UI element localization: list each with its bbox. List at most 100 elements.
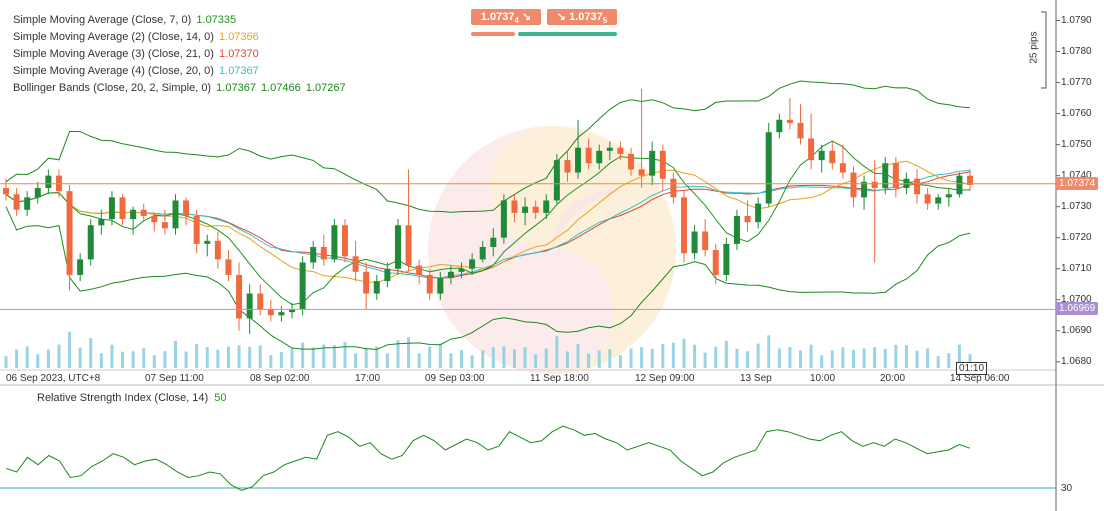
volume-bar [873,347,877,368]
legend-value: 1.07335 [196,14,237,26]
volume-bar [851,349,855,368]
candle-body [267,309,274,316]
volume-bar [587,353,591,368]
volume-bar [650,348,654,368]
candle-body [151,215,158,223]
candle-body [744,215,751,223]
volume-bar [375,346,379,368]
candle-body [606,147,613,151]
candle-body [77,259,84,275]
candle-body [818,150,825,161]
volume-bar [470,355,474,368]
price-tick-label: 1.0750 [1061,138,1092,150]
candle-body [892,163,899,189]
candle-body [34,188,41,198]
volume-bar [460,350,464,368]
volume-bar [343,342,347,368]
volume-bar [258,345,262,368]
volume-bar [184,351,188,368]
candle-body [24,197,31,210]
volume-bar [957,344,961,368]
sell-price-sup: 4 [514,16,519,26]
candle-body [161,222,168,229]
candle-body [214,240,221,260]
candle-body [87,225,94,260]
volume-bar [799,350,803,368]
pips-bracket [1041,11,1047,89]
candle-body [352,256,359,272]
candle-body [532,206,539,213]
volume-bar [57,344,61,368]
legend-bollinger[interactable]: Bollinger Bands (Close, 20, 2, Simple, 0… [13,80,346,97]
buy-button[interactable]: ↘ 1.07375 [547,9,617,25]
legend-sma7[interactable]: Simple Moving Average (Close, 7, 0) 1.07… [13,12,346,29]
candle-body [373,281,380,294]
volume-bar [385,353,389,368]
volume-bar [4,356,8,368]
volume-bar [491,347,495,368]
volume-bar [269,355,273,368]
volume-bar [597,350,601,368]
bollinger-bands [5,80,971,350]
volume-bar [661,343,665,368]
legend-sma21[interactable]: Simple Moving Average (3) (Close, 21, 0)… [13,46,346,63]
volume-bar [89,338,93,368]
volume-bar [237,345,241,368]
candle-body [479,247,486,260]
candle-body [522,206,529,213]
rsi-title: Relative Strength Index (Close, 14) [37,392,209,404]
candle-body [225,259,232,275]
candle-body [956,175,963,195]
candle-body [193,215,200,244]
candle-body [416,265,423,275]
sell-volume-bar [471,32,515,36]
candle-body [776,119,783,133]
volume-bar [25,346,29,368]
legend-value: 1.07366 [219,31,259,43]
candle-body [670,178,677,198]
legend-sma14[interactable]: Simple Moving Average (2) (Close, 14, 0)… [13,29,346,46]
candle-body [98,219,105,226]
sell-button[interactable]: 1.07374 ↘ [471,9,541,25]
volume-bar [311,347,315,368]
candlesticks [3,88,973,334]
rsi-legend[interactable]: Relative Strength Index (Close, 14) 50 [37,392,227,404]
volume-bar [332,345,336,368]
volume-bar [767,335,771,368]
volume-bar [947,353,951,368]
volume-bar [576,343,580,368]
buy-price: 1.0737 [569,11,603,23]
volume-bar [608,349,612,368]
volume-bars [4,331,972,368]
volume-bar [820,355,824,368]
candle-body [659,150,666,179]
candle-body [289,309,296,313]
candle-body [490,237,497,247]
indicator-legend: Simple Moving Average (Close, 7, 0) 1.07… [13,12,346,97]
volume-bar [735,348,739,368]
volume-bar [68,331,72,368]
volume-bar [926,348,930,368]
arrow-down-right-icon: ↘ [521,11,532,23]
price-tick-label: 1.0680 [1061,355,1092,367]
legend-sma20[interactable]: Simple Moving Average (4) (Close, 20, 0)… [13,63,346,80]
candle-body [808,138,815,161]
volume-bar [301,342,305,368]
candle-body [575,147,582,173]
volume-bar [248,346,252,368]
time-tick-label: 06 Sep 2023, UTC+8 [6,373,101,384]
price-tick-label: 1.0720 [1061,231,1092,243]
volume-bar [682,338,686,368]
rsi-level-label: 30 [1061,483,1073,494]
current-price-badge: 1.07374 [1056,176,1099,190]
sma20-line [5,169,971,279]
candle-body [945,194,952,198]
legend-label: Bollinger Bands (Close, 20, 2, Simple, 0… [13,82,212,94]
buy-price-sup: 5 [602,16,608,26]
candle-body [723,243,730,275]
volume-bar [121,351,125,368]
candle-body [553,160,560,201]
volume-bar [152,355,156,368]
volume-bar [788,347,792,368]
